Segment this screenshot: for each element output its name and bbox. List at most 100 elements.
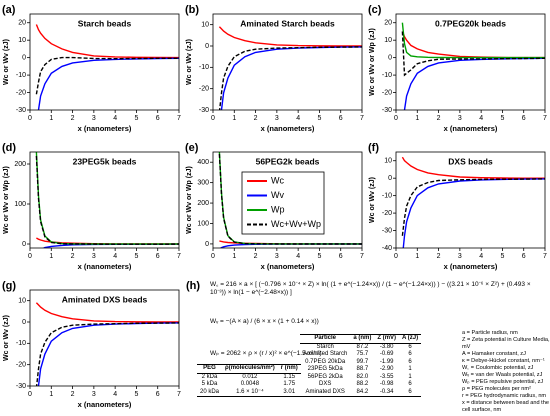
table-cell: 2 kDa xyxy=(201,373,218,380)
plot-frame xyxy=(212,13,363,111)
table-cell: -3.55 xyxy=(379,373,394,380)
y-tick-label: -30 xyxy=(16,383,26,390)
x-tick-label: 6 xyxy=(522,115,526,122)
table-cell: -2.90 xyxy=(379,366,394,372)
series-line xyxy=(401,178,545,236)
y-tick-label: -30 xyxy=(199,107,209,114)
y-tick-label: -20 xyxy=(16,89,26,96)
table-cell: DXS xyxy=(319,381,332,387)
x-tick-label: 0 xyxy=(211,253,215,260)
plot-frame xyxy=(395,13,546,111)
table-cell: 3.01 xyxy=(277,388,301,397)
equation: W꜀ = 216 × a × [ (−0.796 × 10⁻⁴ × Z) × l… xyxy=(210,281,531,297)
table-row: Starch 87.2 -3.80 6 xyxy=(300,343,421,351)
table-cell: -0.98 xyxy=(379,381,394,387)
panel-label: (g) xyxy=(2,280,16,292)
table-cell: 1.75 xyxy=(283,381,296,387)
table-cell: 56PEG 2kDa xyxy=(307,373,343,380)
panel-label: (d) xyxy=(2,142,16,154)
table-header-cell: Z (mV) xyxy=(374,334,400,344)
x-tick-label: 1 xyxy=(49,391,53,398)
x-tick-label: 6 xyxy=(156,115,160,122)
x-tick-label: 3 xyxy=(275,115,279,122)
panel-label: (f) xyxy=(368,142,379,154)
legend-label: Wv xyxy=(271,190,284,200)
y-axis-label: Wc or Wv (zJ) xyxy=(369,177,376,223)
table-cell: 99.7 xyxy=(356,358,369,365)
x-tick-label: 7 xyxy=(177,253,181,260)
y-tick-label: 20 xyxy=(18,20,26,27)
y-tick-label: 400 xyxy=(197,159,209,166)
x-tick-label: 4 xyxy=(479,115,483,122)
x-tick-label: 5 xyxy=(134,253,138,260)
y-tick-label: -10 xyxy=(382,192,392,199)
x-tick-label: 2 xyxy=(437,253,441,260)
table-cell: 88.2 xyxy=(356,381,369,387)
x-tick-label: 7 xyxy=(360,253,364,260)
x-tick-label: 1 xyxy=(232,115,236,122)
table-cell: 6 xyxy=(408,381,412,387)
note: W꜀ = Coulombic potential, zJ xyxy=(462,364,534,371)
x-axis-label: x (nanometers) xyxy=(78,400,132,409)
y-tick-label: 10 xyxy=(201,22,209,29)
x-tick-label: 3 xyxy=(92,115,96,122)
plot xyxy=(35,24,179,110)
chart-title: Starch beads xyxy=(78,18,132,28)
y-tick-label: -20 xyxy=(199,86,209,93)
table-header-cell: a (nm) xyxy=(350,334,375,344)
y-tick-label: -10 xyxy=(382,72,392,79)
table-row: Particle a (nm) Z (mV) A (zJ) xyxy=(300,334,422,344)
x-tick-label: 0 xyxy=(28,253,32,260)
x-tick-label: 0 xyxy=(211,115,215,122)
y-axis-label: Wc or Wv or Wp (zJ) xyxy=(186,166,193,234)
x-tick-label: 5 xyxy=(134,115,138,122)
note: a = Particle radius, nm xyxy=(462,330,518,336)
table-cell: 1.6 × 10⁻⁴ xyxy=(222,388,278,397)
note: A = Hamaker constant, zJ xyxy=(462,350,526,357)
x-tick-label: 4 xyxy=(296,115,300,122)
y-axis-label: Wc or Wv or Wp (zJ) xyxy=(3,166,10,234)
chart-title: Aminated DXS beads xyxy=(62,294,148,304)
y-axis-label: Wc or Wv or Wp (zJ) xyxy=(369,28,376,96)
panel-label: (e) xyxy=(185,142,199,154)
table-row: DXS 88.2 -0.98 6 xyxy=(300,381,421,389)
note: Wᵥ = van der Waals potential, zJ xyxy=(462,371,543,378)
chart-title: 23PEG5k beads xyxy=(73,156,137,166)
x-tick-label: 7 xyxy=(360,115,364,122)
x-tick-label: 2 xyxy=(71,391,75,398)
particle-table: Particle a (nm) Z (mV) A (zJ) Starch 87.2 -3.8… xyxy=(300,334,422,397)
x-tick-label: 2 xyxy=(437,115,441,122)
notes: a = Particle radius, nm Z = Zeta potentia… xyxy=(462,330,550,414)
series-line xyxy=(35,302,179,323)
table-cell: 84.2 xyxy=(350,388,375,397)
x-tick-label: 6 xyxy=(156,391,160,398)
x-tick-label: 5 xyxy=(500,115,504,122)
series-line xyxy=(401,156,545,179)
chart-title: DXS beads xyxy=(448,156,493,166)
x-tick-label: 6 xyxy=(339,115,343,122)
series-line xyxy=(401,31,545,77)
y-tick-label: -10 xyxy=(16,72,26,79)
table-cell: 87.2 xyxy=(356,343,369,350)
x-tick-label: 2 xyxy=(71,253,75,260)
y-axis-label: Wc or Wv (zJ) xyxy=(186,39,193,85)
x-axis-label: x (nanometers) xyxy=(444,124,498,133)
plot xyxy=(401,22,545,110)
plot-frame xyxy=(29,13,180,111)
table-row: 56PEG 2kDa 82.0 -3.55 1 xyxy=(300,374,421,382)
table-cell: -1.99 xyxy=(379,358,394,365)
y-tick-label: 0 xyxy=(205,241,209,248)
table-row: 20 kDa 1.6 × 10⁻⁴ 3.01 xyxy=(197,388,301,397)
table-cell: 6 xyxy=(408,358,412,365)
panel-label: (b) xyxy=(185,4,199,16)
x-tick-label: 7 xyxy=(543,115,547,122)
x-tick-label: 5 xyxy=(317,253,321,260)
y-tick-label: 10 xyxy=(18,37,26,44)
panel-label: (a) xyxy=(2,4,16,16)
panel-label: (h) xyxy=(186,280,201,292)
series-line xyxy=(401,22,545,59)
y-tick-label: -30 xyxy=(382,107,392,114)
series-line xyxy=(35,322,179,386)
x-tick-label: 1 xyxy=(415,115,419,122)
peg-table: PEG ρ(molecules/nm²) r (nm) 2 kDa 0.012 1.15 5… xyxy=(197,364,301,397)
